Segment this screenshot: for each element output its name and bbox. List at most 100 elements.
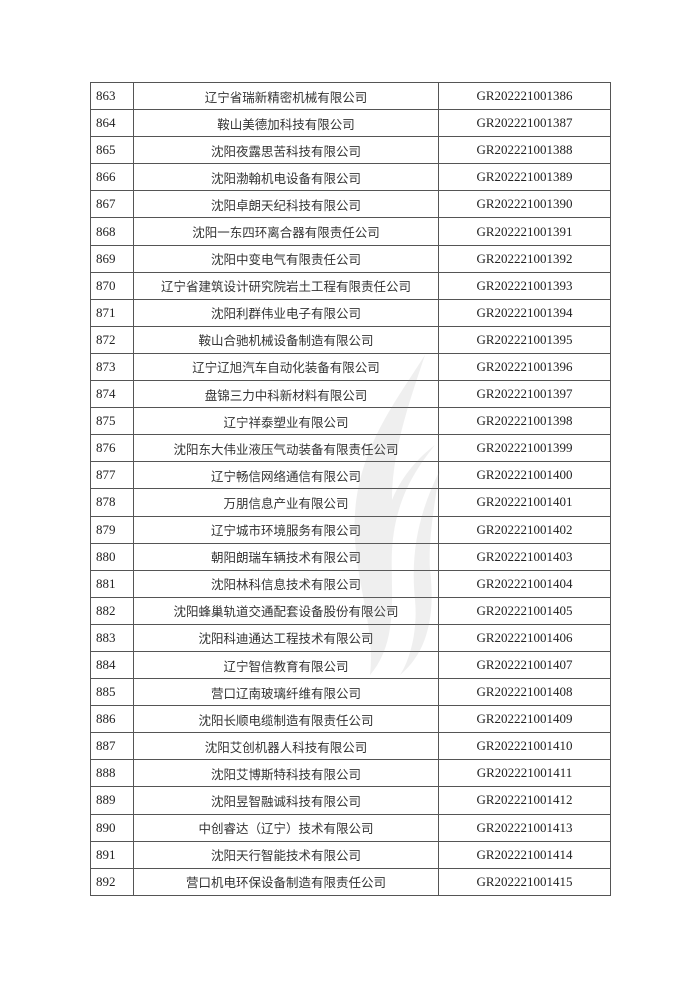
certificate-number: GR202221001394 (438, 298, 611, 327)
table-row: 877 辽宁畅信网络通信有限公司 GR202221001400 (90, 461, 611, 490)
company-name: 沈阳蜂巢轨道交通配套设备股份有限公司 (133, 596, 439, 625)
table-row: 869 沈阳中变电气有限责任公司 GR202221001392 (90, 244, 611, 273)
row-number: 864 (90, 109, 134, 138)
certificate-number: GR202221001397 (438, 380, 611, 409)
table-row: 882 沈阳蜂巢轨道交通配套设备股份有限公司 GR202221001405 (90, 596, 611, 625)
company-name: 沈阳长顺电缆制造有限责任公司 (133, 705, 439, 734)
company-name: 辽宁省瑞新精密机械有限公司 (133, 81, 439, 111)
table-row: 864 鞍山美德加科技有限公司 GR202221001387 (90, 109, 611, 138)
certificate-number: GR202221001399 (438, 434, 611, 463)
certificate-number: GR202221001389 (438, 163, 611, 192)
company-name: 沈阳艾创机器人科技有限公司 (133, 732, 439, 761)
company-name: 沈阳利群伟业电子有限公司 (133, 298, 439, 327)
company-name: 沈阳渤翰机电设备有限公司 (133, 163, 439, 192)
company-name: 万朋信息产业有限公司 (133, 488, 439, 517)
table-row: 892 营口机电环保设备制造有限责任公司 GR202221001415 (90, 867, 611, 896)
row-number: 870 (90, 271, 134, 300)
certificate-number: GR202221001407 (438, 650, 611, 680)
row-number: 877 (90, 461, 134, 490)
row-number: 865 (90, 136, 134, 165)
certificate-number: GR202221001411 (438, 759, 611, 788)
row-number: 879 (90, 515, 134, 544)
row-number: 873 (90, 352, 134, 382)
table-row: 881 沈阳林科信息技术有限公司 GR202221001404 (90, 569, 611, 598)
row-number: 872 (90, 325, 134, 354)
company-name: 辽宁智信教育有限公司 (133, 650, 439, 680)
row-number: 880 (90, 542, 134, 571)
company-name: 辽宁畅信网络通信有限公司 (133, 461, 439, 490)
row-number: 869 (90, 244, 134, 273)
certificate-number: GR202221001402 (438, 515, 611, 544)
table-row: 885 营口辽南玻璃纤维有限公司 GR202221001408 (90, 678, 611, 707)
table-row: 871 沈阳利群伟业电子有限公司 GR202221001394 (90, 298, 611, 327)
company-name: 营口机电环保设备制造有限责任公司 (133, 867, 439, 896)
certificate-number: GR202221001414 (438, 840, 611, 869)
table-row: 865 沈阳夜露思苦科技有限公司 GR202221001388 (90, 136, 611, 165)
certificate-number: GR202221001388 (438, 136, 611, 165)
table-row: 863 辽宁省瑞新精密机械有限公司 GR202221001386 (90, 81, 611, 111)
row-number: 866 (90, 163, 134, 192)
row-number: 874 (90, 380, 134, 409)
company-name: 沈阳林科信息技术有限公司 (133, 569, 439, 598)
company-name: 沈阳东大伟业液压气动装备有限责任公司 (133, 434, 439, 463)
table-row: 870 辽宁省建筑设计研究院岩土工程有限责任公司 GR202221001393 (90, 271, 611, 300)
certificate-number: GR202221001391 (438, 217, 611, 246)
certificate-number: GR202221001404 (438, 569, 611, 598)
company-name: 朝阳朗瑞车辆技术有限公司 (133, 542, 439, 571)
company-name: 鞍山美德加科技有限公司 (133, 109, 439, 138)
table-row: 883 沈阳科迪通达工程技术有限公司 GR202221001406 (90, 623, 611, 652)
row-number: 871 (90, 298, 134, 327)
company-name: 沈阳天行智能技术有限公司 (133, 840, 439, 869)
certificate-number: GR202221001393 (438, 271, 611, 300)
company-name: 鞍山合驰机械设备制造有限公司 (133, 325, 439, 354)
row-number: 891 (90, 840, 134, 869)
table-row: 884 辽宁智信教育有限公司 GR202221001407 (90, 650, 611, 680)
table-row: 866 沈阳渤翰机电设备有限公司 GR202221001389 (90, 163, 611, 192)
certificate-number: GR202221001415 (438, 867, 611, 896)
company-name: 辽宁辽旭汽车自动化装备有限公司 (133, 352, 439, 382)
row-number: 867 (90, 190, 134, 219)
company-name: 辽宁省建筑设计研究院岩土工程有限责任公司 (133, 271, 439, 300)
certificate-number: GR202221001405 (438, 596, 611, 625)
row-number: 863 (90, 81, 134, 111)
certificate-number: GR202221001401 (438, 488, 611, 517)
certificate-number: GR202221001413 (438, 813, 611, 842)
table-row: 879 辽宁城市环境服务有限公司 GR202221001402 (90, 515, 611, 544)
company-name: 盘锦三力中科新材料有限公司 (133, 380, 439, 409)
table-row: 872 鞍山合驰机械设备制造有限公司 GR202221001395 (90, 325, 611, 354)
company-name: 沈阳夜露思苦科技有限公司 (133, 136, 439, 165)
row-number: 868 (90, 217, 134, 246)
certificate-number: GR202221001408 (438, 678, 611, 707)
table-row: 868 沈阳一东四环离合器有限责任公司 GR202221001391 (90, 217, 611, 246)
table-row: 874 盘锦三力中科新材料有限公司 GR202221001397 (90, 380, 611, 409)
table-row: 880 朝阳朗瑞车辆技术有限公司 GR202221001403 (90, 542, 611, 571)
company-name: 沈阳科迪通达工程技术有限公司 (133, 623, 439, 652)
table-row: 878 万朋信息产业有限公司 GR202221001401 (90, 488, 611, 517)
certificate-number: GR202221001392 (438, 244, 611, 273)
table-row: 875 辽宁祥泰塑业有限公司 GR202221001398 (90, 407, 611, 436)
company-name: 沈阳昱智融诚科技有限公司 (133, 786, 439, 815)
row-number: 887 (90, 732, 134, 761)
row-number: 889 (90, 786, 134, 815)
table-row: 890 中创睿达（辽宁）技术有限公司 GR202221001413 (90, 813, 611, 842)
table-row: 886 沈阳长顺电缆制造有限责任公司 GR202221001409 (90, 705, 611, 734)
certificate-number: GR202221001406 (438, 623, 611, 652)
certificate-number: GR202221001395 (438, 325, 611, 354)
row-number: 884 (90, 650, 134, 680)
certificate-number: GR202221001396 (438, 352, 611, 382)
table-row: 889 沈阳昱智融诚科技有限公司 GR202221001412 (90, 786, 611, 815)
certificate-number: GR202221001390 (438, 190, 611, 219)
table-row: 887 沈阳艾创机器人科技有限公司 GR202221001410 (90, 732, 611, 761)
certificate-number: GR202221001403 (438, 542, 611, 571)
company-name: 沈阳一东四环离合器有限责任公司 (133, 217, 439, 246)
row-number: 892 (90, 867, 134, 896)
row-number: 876 (90, 434, 134, 463)
company-name: 沈阳中变电气有限责任公司 (133, 244, 439, 273)
company-name: 营口辽南玻璃纤维有限公司 (133, 678, 439, 707)
certificate-number: GR202221001400 (438, 461, 611, 490)
row-number: 886 (90, 705, 134, 734)
table-row: 873 辽宁辽旭汽车自动化装备有限公司 GR202221001396 (90, 352, 611, 382)
company-name: 沈阳卓朗天纪科技有限公司 (133, 190, 439, 219)
company-name: 辽宁祥泰塑业有限公司 (133, 407, 439, 436)
certificate-number: GR202221001387 (438, 109, 611, 138)
